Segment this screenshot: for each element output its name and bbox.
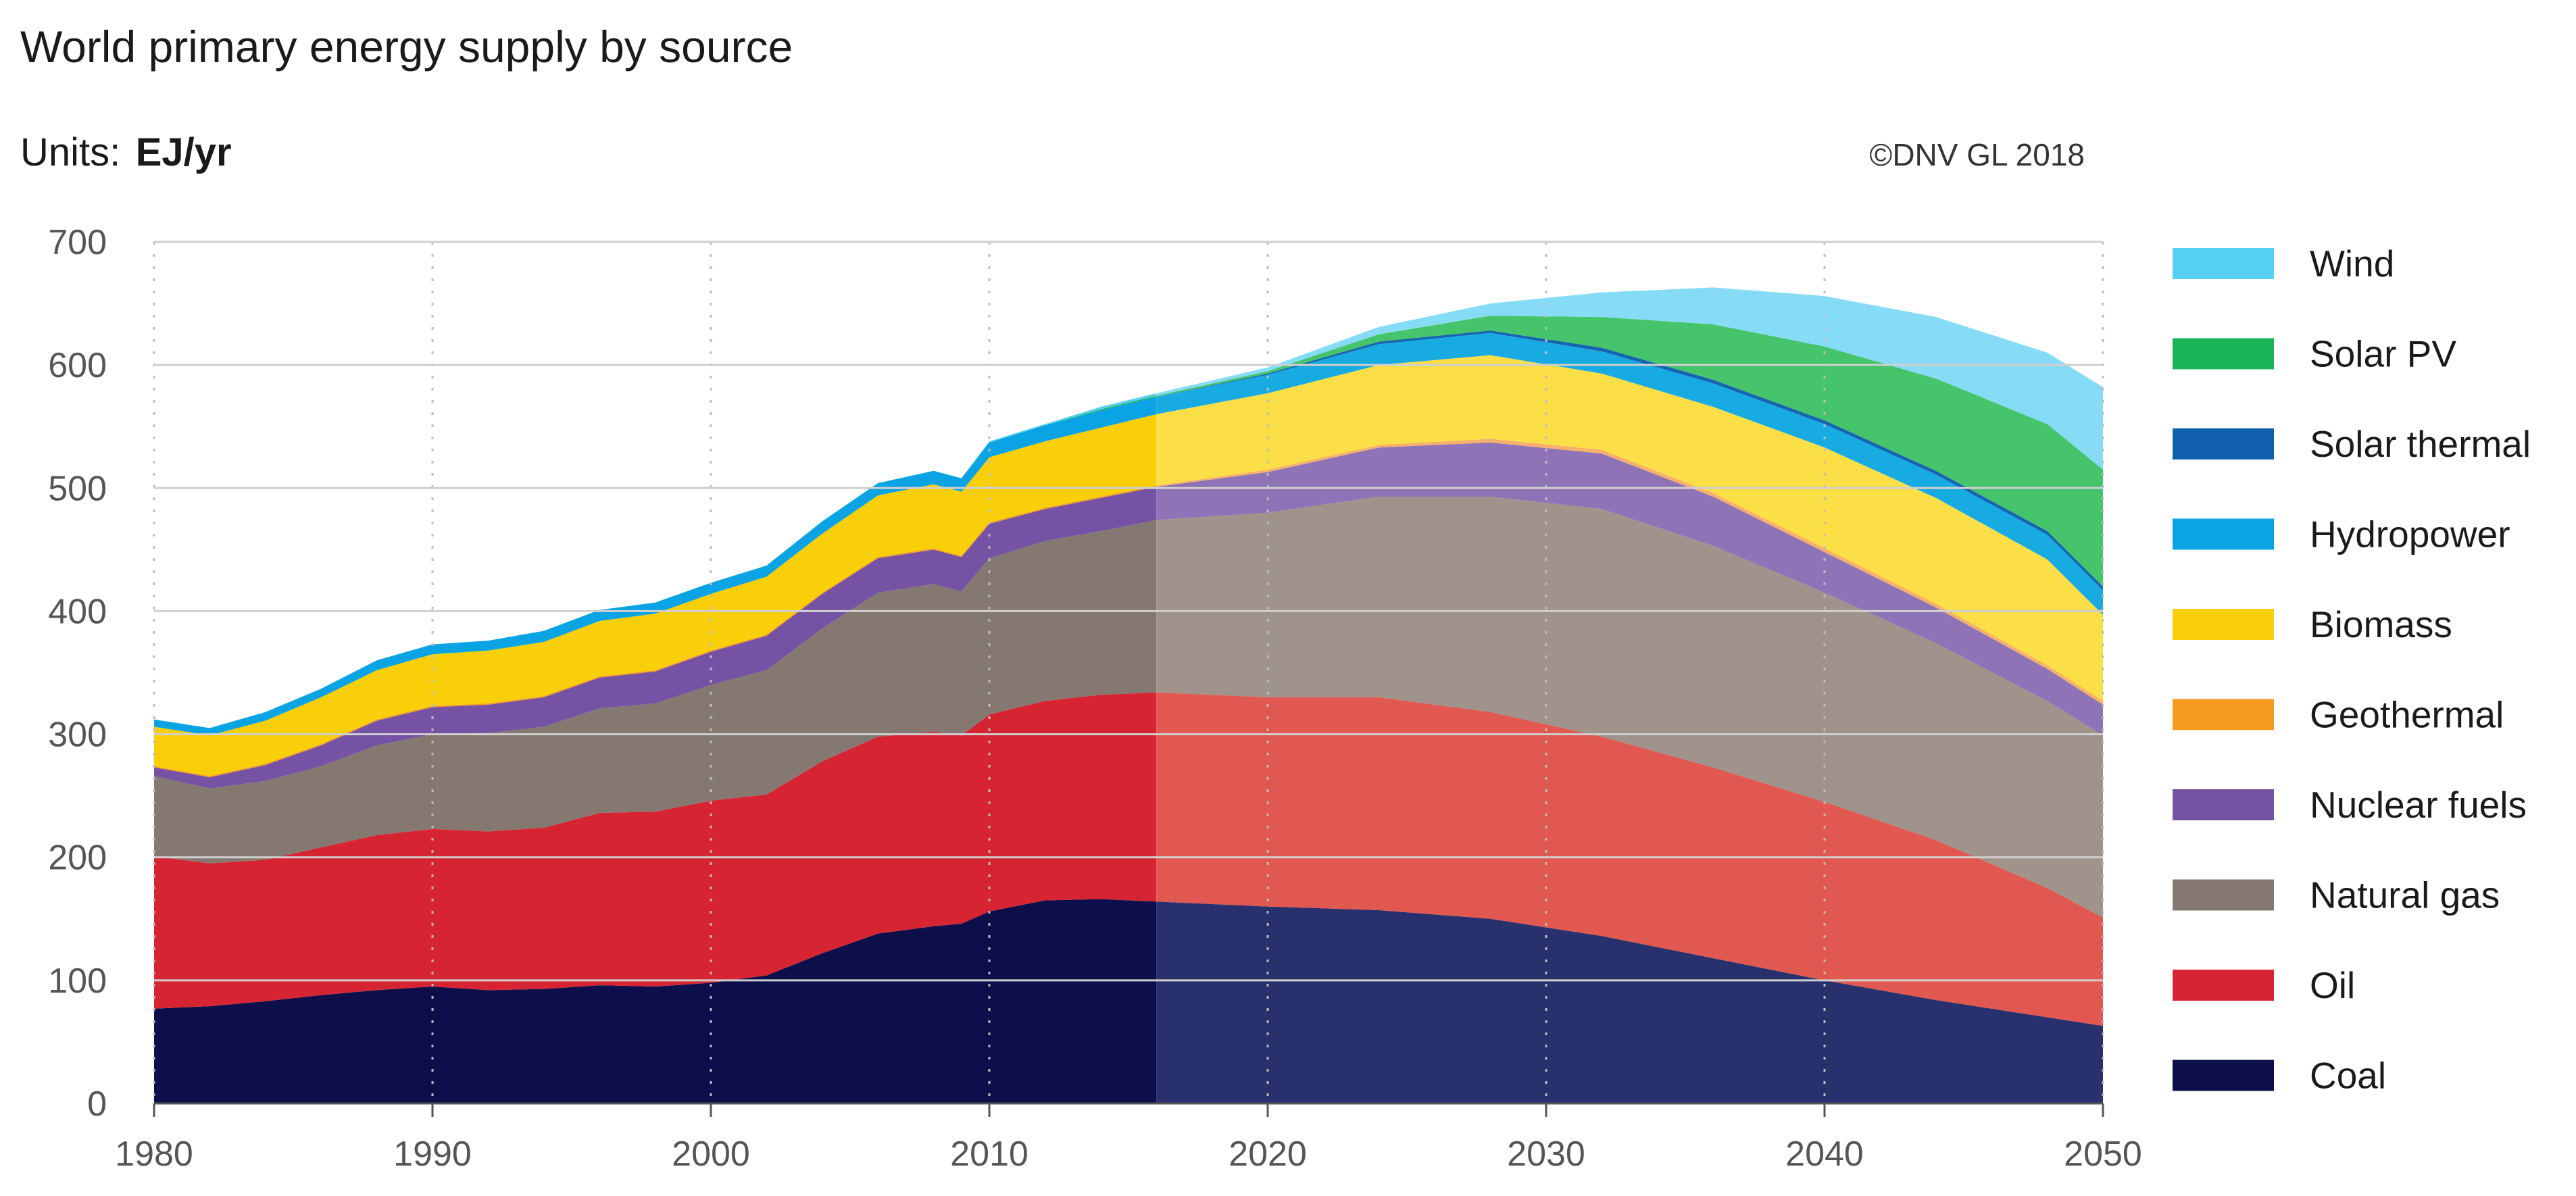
y-axis-ticks: 0 100 200 300 400 500 600 700 <box>48 223 107 1124</box>
area-hydropower-forecast <box>1156 332 2103 615</box>
x-tick-label: 2030 <box>1507 1135 1585 1174</box>
legend-label-solar-thermal: Solar thermal <box>2310 423 2531 465</box>
y-tick-label: 700 <box>48 223 107 262</box>
area-natural-gas-historical <box>154 520 1157 864</box>
units-caption: Units: EJ/yr <box>20 130 232 174</box>
legend-swatch-biomass <box>2173 609 2274 640</box>
legend-swatch-coal <box>2173 1060 2274 1091</box>
legend-label-geothermal: Geothermal <box>2310 694 2504 736</box>
area-solar-pv-forecast <box>1156 316 2103 587</box>
area-coal-historical <box>154 899 1157 1103</box>
area-wind-forecast <box>1156 287 2103 470</box>
y-tick-label: 100 <box>48 962 107 1001</box>
area-nuclear-fuels-forecast <box>1156 442 2103 736</box>
x-tick-label: 1990 <box>393 1135 472 1174</box>
x-axis-ticks: 1980 1990 2000 2010 2020 2030 2040 2050 <box>115 1103 2142 1174</box>
legend-label-natural-gas: Natural gas <box>2310 874 2500 916</box>
units-value: EJ/yr <box>136 130 232 174</box>
y-tick-label: 600 <box>48 346 107 385</box>
area-coal-forecast <box>1156 901 2103 1103</box>
legend-label-nuclear-fuels: Nuclear fuels <box>2310 784 2527 826</box>
horizontal-gridlines <box>154 241 2103 1105</box>
legend-label-oil: Oil <box>2310 964 2355 1006</box>
y-tick-label: 0 <box>87 1085 107 1124</box>
legend-swatch-natural-gas <box>2173 879 2274 911</box>
y-tick-label: 500 <box>48 469 107 508</box>
area-oil-historical <box>154 692 1157 1009</box>
x-tick-label: 2010 <box>950 1135 1029 1174</box>
legend-swatch-hydropower <box>2173 518 2274 550</box>
area-biomass-historical <box>154 414 1157 776</box>
x-tick-label: 2000 <box>672 1135 750 1174</box>
vertical-gridlines <box>153 242 2104 1103</box>
x-tick-label: 1980 <box>115 1135 193 1174</box>
chart-title: World primary energy supply by source <box>20 22 793 72</box>
area-natural-gas-forecast <box>1156 497 2103 918</box>
legend-swatch-wind <box>2173 248 2274 279</box>
legend-swatch-geothermal <box>2173 699 2274 730</box>
area-biomass-forecast <box>1156 355 2103 701</box>
area-oil-forecast <box>1156 692 2103 1026</box>
units-label: Units: <box>20 130 120 174</box>
x-tick-label: 2050 <box>2064 1135 2142 1174</box>
legend-label-coal: Coal <box>2310 1055 2386 1097</box>
x-tick-label: 2040 <box>1785 1135 1864 1174</box>
legend-swatch-nuclear-fuels <box>2173 789 2274 820</box>
legend-swatch-solar-pv <box>2173 338 2274 370</box>
legend-swatch-solar-thermal <box>2173 428 2274 459</box>
legend: Wind Solar PV Solar thermal Hydropower Bioma… <box>2173 243 2531 1097</box>
x-tick-label: 2020 <box>1229 1135 1307 1174</box>
copyright-credit: ©DNV GL 2018 <box>1869 137 2085 172</box>
area-layers <box>154 287 2103 1103</box>
y-tick-label: 400 <box>48 592 107 631</box>
legend-swatch-oil <box>2173 970 2274 1001</box>
area-nuclear-fuels-historical <box>154 487 1157 789</box>
legend-label-biomass: Biomass <box>2310 603 2452 645</box>
area-hydropower-historical <box>154 397 1157 736</box>
legend-label-solar-pv: Solar PV <box>2310 333 2456 375</box>
legend-label-hydropower: Hydropower <box>2310 514 2510 555</box>
y-tick-label: 300 <box>48 716 107 755</box>
legend-label-wind: Wind <box>2310 243 2394 284</box>
y-tick-label: 200 <box>48 839 107 878</box>
